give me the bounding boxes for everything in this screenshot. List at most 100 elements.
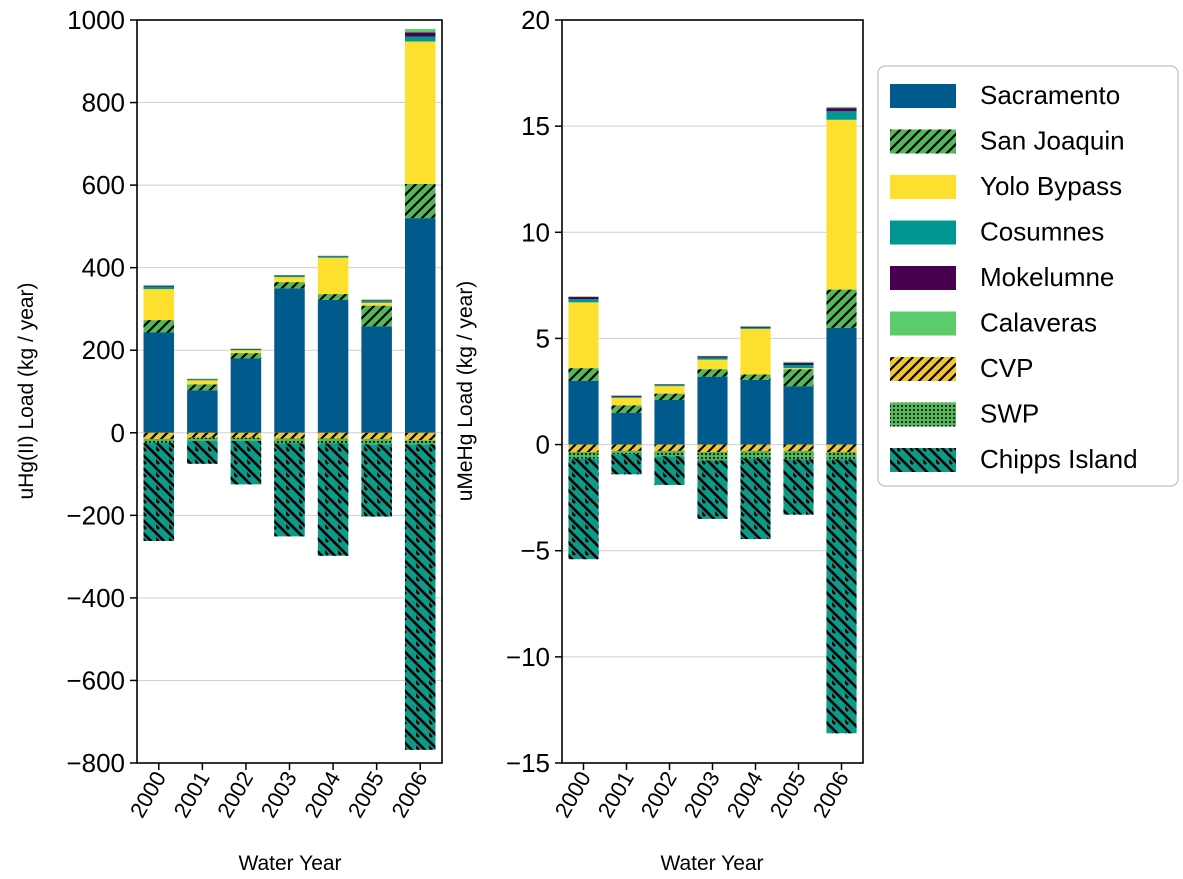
uhg-bar-calaveras — [361, 299, 392, 301]
umehg-bar-yolo-bypass — [611, 397, 642, 406]
legend-swatch-bar-calaveras — [890, 311, 956, 336]
uhg-x-tick-label: 2003 — [256, 767, 302, 822]
uhg-bar-calaveras — [404, 29, 436, 33]
uhg-bar-cvp-pattern — [187, 432, 218, 438]
umehg-y-ticks: 20 15 10 5 0 −5 −10 −15 — [506, 5, 562, 778]
umehg-x-tick-label: 2005 — [765, 767, 811, 822]
uhg-y-tick-label: 400 — [82, 253, 125, 283]
umehg-x-tick-label: 2004 — [722, 767, 768, 822]
uhg-bar-sacramento — [143, 332, 175, 433]
umehg-bar-swp-pattern — [568, 452, 599, 459]
uhg-bar-calaveras — [274, 275, 305, 276]
umehg-bar-chipps-island-pattern — [568, 458, 599, 560]
uhg-bar-swp-pattern — [143, 438, 175, 444]
umehg-bar-calaveras — [697, 355, 728, 357]
uhg-bar-cvp-pattern — [317, 432, 349, 439]
umehg-bar-swp-pattern — [697, 452, 728, 461]
uhg-bar-san-joaquin-pattern — [361, 305, 392, 327]
umehg-bar-cvp-pattern — [697, 444, 728, 453]
umehg-bar-calaveras — [740, 326, 771, 327]
umehg-y-tick-label: 15 — [521, 111, 550, 141]
umehg-bar-swp-pattern — [783, 450, 814, 460]
legend-label-calaveras: Calaveras — [980, 308, 1097, 338]
legend-label-swp: SWP — [980, 399, 1039, 429]
uhg-y-tick-label: 0 — [111, 418, 125, 448]
uhg-y-ticks: 1000 800 600 400 200 0 −200 −400 −600 −800 — [66, 5, 137, 778]
uhg-bar-chipps-island-pattern — [361, 444, 392, 517]
uhg-x-tick-label: 2004 — [299, 767, 345, 822]
legend-swatch-bar-cvp-pattern — [890, 357, 956, 381]
umehg-bar-mokelumne — [826, 108, 857, 112]
uhg-bar-sacramento — [317, 299, 349, 433]
uhg-y-axis-label: uHg(II) Load (kg / year) — [15, 282, 38, 499]
umehg-bar-san-joaquin-pattern — [740, 374, 771, 380]
umehg-y-tick-label: −5 — [520, 536, 550, 566]
uhg-bars — [143, 29, 436, 750]
umehg-y-tick-label: 20 — [521, 5, 550, 35]
uhg-bar-cosumnes — [361, 301, 392, 303]
umehg-bar-cvp-pattern — [654, 444, 685, 451]
uhg-bar-cosumnes — [317, 256, 349, 258]
umehg-bar-cvp-pattern — [783, 444, 814, 451]
umehg-bar-calaveras — [654, 384, 685, 385]
legend-label-cvp: CVP — [980, 353, 1033, 383]
umehg-x-tick-label: 2003 — [679, 767, 725, 822]
uhg-bar-calaveras — [187, 378, 218, 380]
uhg-bar-mokelumne — [230, 348, 262, 350]
uhg-y-tick-label: −200 — [66, 500, 125, 530]
uhg-bar-swp-pattern — [274, 438, 305, 444]
umehg-bar-yolo-bypass — [826, 119, 857, 290]
umehg-x-tick-label: 2006 — [808, 767, 854, 822]
uhg-bar-sacramento — [274, 288, 305, 433]
uhg-bar-san-joaquin-pattern — [143, 320, 175, 333]
uhg-y-tick-label: 200 — [82, 335, 125, 365]
umehg-bar-san-joaquin-pattern — [654, 393, 685, 400]
uhg-bar-mokelumne — [317, 256, 349, 257]
uhg-bar-mokelumne — [143, 285, 175, 287]
uhg-bar-cvp-pattern — [361, 432, 392, 439]
legend-label-mokelumne: Mokelumne — [980, 262, 1114, 292]
uhg-bar-sacramento — [187, 390, 218, 433]
uhg-bar-cvp-pattern — [404, 432, 436, 441]
umehg-y-tick-label: −10 — [506, 642, 550, 672]
uhg-bar-swp-pattern — [230, 437, 262, 442]
uhg-bar-cosumnes — [230, 349, 262, 351]
umehg-x-tick-label: 2000 — [550, 767, 596, 822]
umehg-bar-swp-pattern — [654, 450, 685, 457]
umehg-bar-yolo-bypass — [654, 386, 685, 394]
uhg-bar-yolo-bypass — [187, 380, 218, 385]
umehg-bar-san-joaquin-pattern — [611, 405, 642, 413]
uhg-bar-san-joaquin-pattern — [404, 183, 436, 219]
umehg-bar-chipps-island-pattern — [783, 459, 814, 515]
uhg-y-tick-label: −600 — [66, 665, 125, 695]
umehg-bar-sacramento — [568, 380, 599, 445]
uhg-bar-cosumnes — [404, 36, 436, 42]
umehg-bar-san-joaquin-pattern — [697, 369, 728, 377]
uhg-bar-sacramento — [404, 218, 436, 433]
legend-swatch-bar-cosumnes — [890, 220, 956, 245]
umehg-bar-mokelumne — [740, 326, 771, 328]
uhg-y-tick-label: 600 — [82, 170, 125, 200]
uhg-bar-yolo-bypass — [361, 302, 392, 306]
umehg-bar-calaveras — [568, 296, 599, 298]
uhg-bar-chipps-island-pattern — [230, 441, 262, 485]
legend-label-yolo-bypass: Yolo Bypass — [980, 171, 1122, 201]
uhg-x-tick-label: 2006 — [386, 767, 432, 822]
umehg-bar-chipps-island-pattern — [826, 459, 857, 734]
umehg-bar-yolo-bypass — [740, 328, 771, 375]
umehg-bar-san-joaquin-pattern — [826, 289, 857, 328]
umehg-bar-chipps-island-pattern — [611, 454, 642, 475]
umehg-bar-san-joaquin-pattern — [783, 369, 814, 387]
uhg-x-tick-label: 2000 — [125, 767, 171, 822]
umehg-bar-sacramento — [826, 327, 857, 445]
uhg-bar-cosumnes — [274, 275, 305, 278]
legend-swatch-bar-chipps-island-pattern — [890, 448, 956, 472]
uhg-bar-mokelumne — [404, 32, 436, 37]
umehg-bar-swp-pattern — [611, 450, 642, 455]
uhg-y-tick-label: −400 — [66, 583, 125, 613]
uhg-bar-yolo-bypass — [317, 257, 349, 295]
umehg-bar-sacramento — [611, 412, 642, 445]
